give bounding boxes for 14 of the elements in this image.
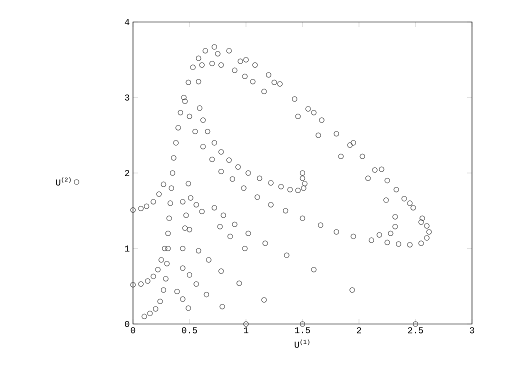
y-tick-label: 0 xyxy=(124,320,130,328)
x-tick-label: 1.5 xyxy=(295,327,310,334)
y-tick-label: 1 xyxy=(125,246,130,252)
x-tick-label: 2.5 xyxy=(408,327,424,334)
x-axis-title: U$^{(1)}$ xyxy=(294,339,310,348)
x-tick-label: 1 xyxy=(244,327,248,334)
y-tick-label: 2 xyxy=(125,170,130,176)
y-tick-label: 4 xyxy=(124,19,130,25)
x-tick-label: 3 xyxy=(470,327,474,334)
legend-label: U$^{(2)}$ xyxy=(56,177,71,186)
x-tick-label: 0.5 xyxy=(182,327,198,334)
x-tick-label: 0 xyxy=(130,327,136,334)
y-tick-label: 3 xyxy=(124,94,130,101)
x-tick-label: 2 xyxy=(356,327,362,334)
